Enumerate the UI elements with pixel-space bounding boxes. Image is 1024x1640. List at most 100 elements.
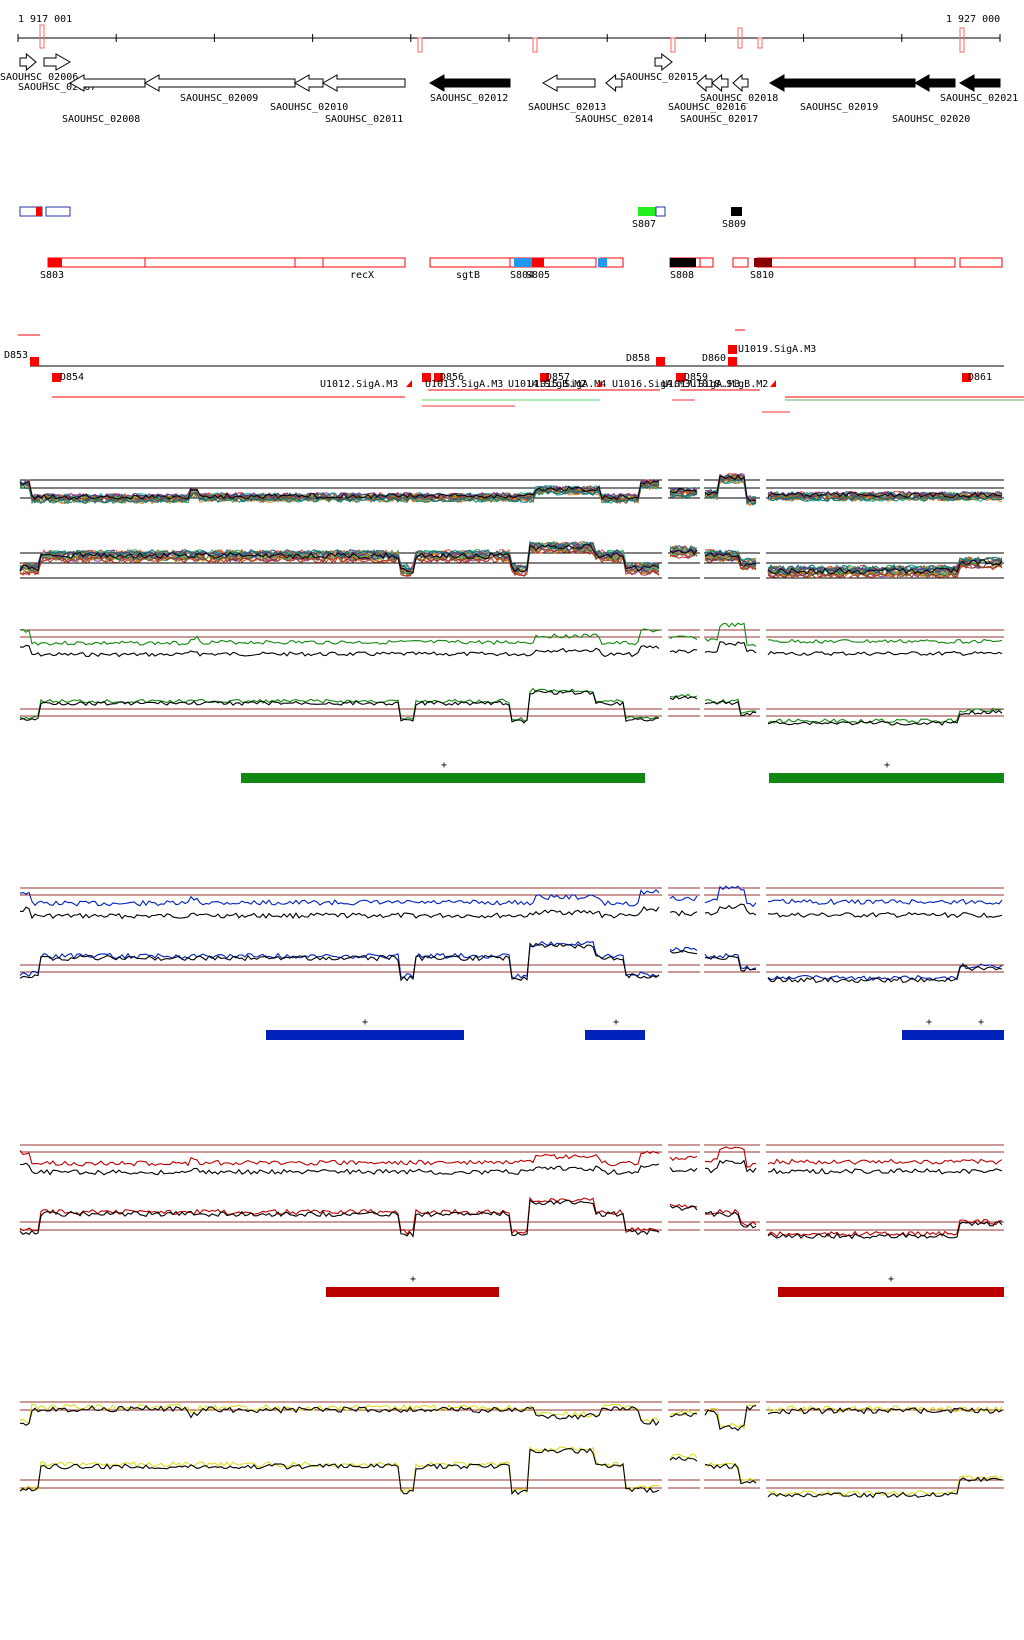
ruler-promoter-mark	[532, 37, 538, 53]
segment-label: sgtB	[456, 270, 480, 281]
gene-label: SAOUHSC_02015	[620, 72, 698, 83]
gap	[662, 1125, 668, 1250]
expression-profile-multicolor	[19, 440, 1004, 600]
segment-blue	[598, 258, 607, 267]
u-flag	[596, 380, 602, 387]
profile-line	[19, 545, 1003, 577]
segment-box	[144, 257, 296, 268]
gene-label: SAOUHSC_02012	[430, 93, 508, 104]
u-label: U1014.SigB.M2	[508, 379, 586, 390]
d-label: D857	[546, 372, 570, 383]
d-marker	[728, 357, 737, 366]
profile-line	[19, 474, 1003, 502]
gene-arrow	[293, 74, 324, 92]
profile-line	[19, 1159, 1003, 1176]
gene-label: SAOUHSC_02017	[680, 114, 758, 125]
profile-line	[19, 942, 1003, 984]
significance-mark: +	[410, 1274, 416, 1285]
profile-line	[19, 478, 1003, 506]
segment-box	[322, 257, 406, 268]
d-marker	[656, 357, 665, 366]
profile-line	[19, 1199, 1003, 1240]
gap	[760, 1125, 766, 1250]
profile-line	[19, 687, 1003, 724]
significance-mark: +	[362, 1017, 368, 1028]
gene-arrow	[913, 74, 956, 92]
gap	[760, 620, 766, 730]
d-label: D861	[968, 372, 992, 383]
segment-box	[699, 257, 714, 268]
seg-box-black	[731, 207, 742, 216]
gap	[662, 1380, 668, 1510]
gap	[760, 1380, 766, 1510]
gene-arrow	[143, 74, 296, 92]
significance-bar	[326, 1287, 499, 1297]
segment-label: S804	[510, 270, 534, 281]
segment-box	[914, 257, 956, 268]
gene-label: SAOUHSC_02013	[528, 102, 606, 113]
significance-mark: +	[888, 1274, 894, 1285]
gene-label: SAOUHSC_02018	[700, 93, 778, 104]
segment-box	[47, 257, 146, 268]
gene-arrow	[711, 73, 729, 93]
coord-end: 1 927 000	[946, 14, 1000, 25]
gene-arrow	[68, 74, 146, 92]
gap	[700, 1380, 704, 1510]
profile-line	[19, 541, 1003, 573]
gene-arrow	[43, 53, 72, 71]
gene-arrow	[696, 73, 713, 93]
gene-label: SAOUHSC_02016	[668, 102, 746, 113]
d-label: D858	[626, 353, 650, 364]
gene-label: SAOUHSC_02014	[575, 114, 653, 125]
gap	[760, 865, 766, 995]
profile-line	[19, 903, 1003, 920]
profile-line	[20, 476, 1003, 505]
profile-line	[19, 885, 1003, 908]
segment-black	[670, 258, 696, 267]
profile-line	[19, 1447, 1003, 1499]
u-flag	[770, 380, 776, 387]
coordinate-ruler: 1 917 001 1 927 000	[17, 14, 1001, 53]
seg-box	[655, 206, 666, 217]
profile-line	[19, 1196, 1003, 1238]
segment-label: S807	[632, 219, 656, 230]
significance-mark: +	[978, 1017, 984, 1028]
profile-line	[19, 941, 1003, 982]
d-marker	[52, 373, 61, 382]
gap	[700, 865, 704, 995]
gene-arrow	[958, 74, 1001, 92]
ruler-promoter-mark	[39, 24, 45, 49]
d-label: D853	[4, 350, 28, 361]
gap	[662, 620, 668, 730]
gene-arrow	[605, 73, 623, 93]
d-label: D854	[60, 372, 84, 383]
segment-label: recX	[350, 270, 374, 281]
ruler-promoter-mark	[670, 37, 676, 53]
gene-label: SAOUHSC_02007	[18, 82, 96, 93]
segment-darkred	[754, 258, 772, 267]
segment-box	[732, 257, 749, 268]
profile-line	[19, 641, 1003, 658]
segment-box	[294, 257, 324, 268]
profile-line	[19, 1446, 1003, 1497]
d-label: D859	[684, 372, 708, 383]
gene-arrow	[654, 52, 673, 72]
significance-bar	[902, 1030, 1004, 1040]
u-label: U1015.SigA.M4	[528, 379, 606, 390]
profile-line	[19, 542, 1003, 574]
segment-box	[509, 257, 597, 268]
segment-start	[48, 258, 62, 267]
expression-profile-yellow	[19, 1380, 1004, 1510]
d-marker	[30, 357, 39, 366]
d-marker	[962, 373, 971, 382]
significance-bar	[266, 1030, 464, 1040]
segment-box	[756, 257, 916, 268]
profile-line	[19, 622, 1003, 647]
u-flag	[406, 380, 412, 387]
gap	[662, 440, 668, 600]
coord-start: 1 917 001	[18, 14, 72, 25]
gene-arrow	[732, 73, 749, 93]
